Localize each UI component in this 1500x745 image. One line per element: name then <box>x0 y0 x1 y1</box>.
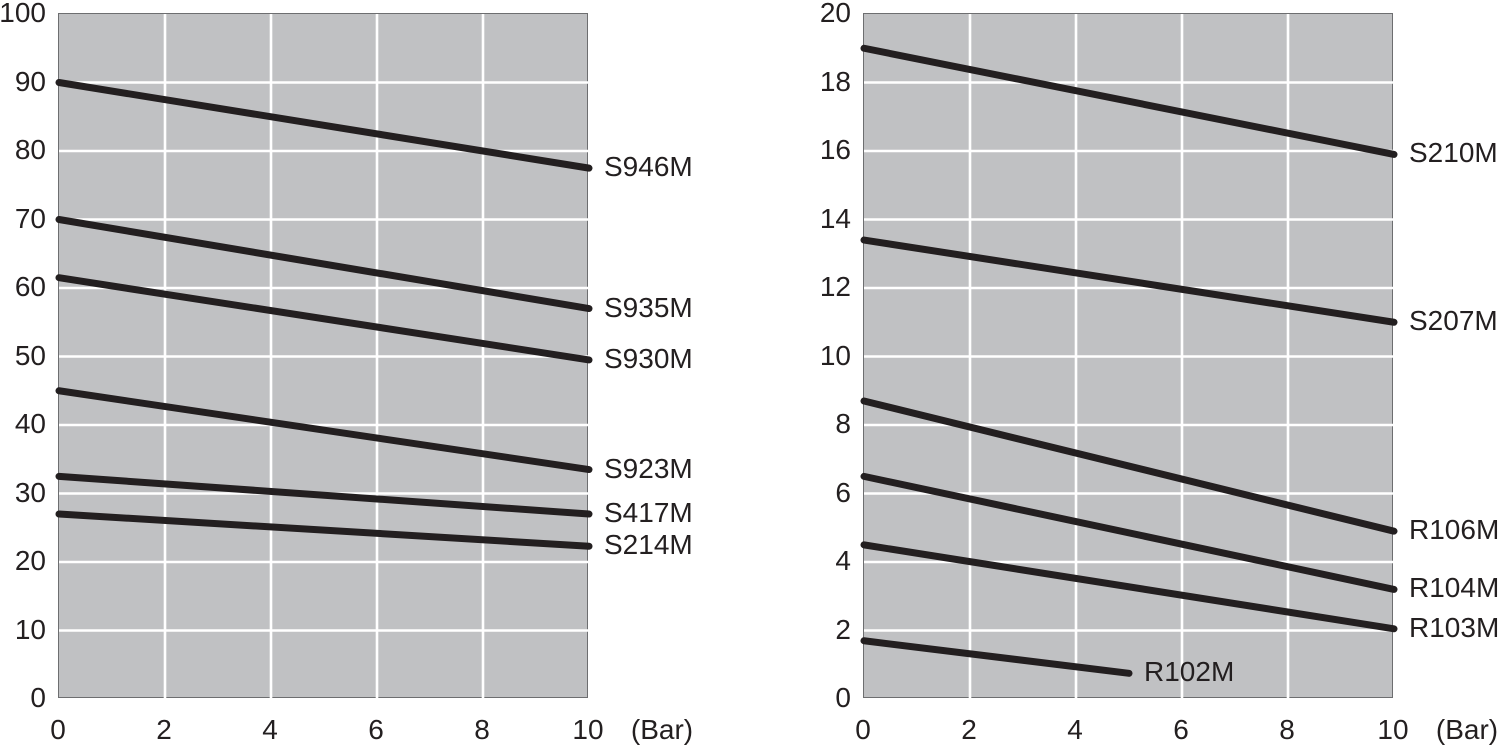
series-line-R104M <box>860 472 1398 593</box>
y-tick-label: 100 <box>0 0 46 28</box>
y-tick-label: 60 <box>14 271 46 302</box>
y-tick-label: 30 <box>14 476 46 508</box>
series-line-R106M <box>860 397 1398 535</box>
series-line-S930M <box>55 274 593 364</box>
chart-svg <box>860 14 1398 699</box>
x-tick-label: 2 <box>961 714 977 745</box>
x-tick-label: 0 <box>50 714 66 745</box>
x-tick-label: 2 <box>156 714 172 745</box>
series-line-S207M <box>860 236 1398 326</box>
series-label-S417M: S417M <box>604 497 693 529</box>
series-label-S207M: S207M <box>1409 305 1498 337</box>
y-tick-label: 16 <box>819 134 851 165</box>
y-tick-label: 2 <box>835 613 851 645</box>
y-tick-label: 10 <box>819 339 851 371</box>
series-line-R103M <box>860 541 1398 633</box>
series-label-S923M: S923M <box>604 452 693 484</box>
y-tick-label: 20 <box>14 545 46 576</box>
series-label-R106M: R106M <box>1409 514 1500 546</box>
series-label-R103M: R103M <box>1409 611 1500 643</box>
chart-svg <box>55 14 593 699</box>
series-line-S946M <box>55 79 593 172</box>
series-line-S935M <box>55 216 593 313</box>
y-tick-label: 14 <box>819 202 851 234</box>
series-label-S935M: S935M <box>604 291 693 323</box>
y-tick-label: 18 <box>819 65 851 97</box>
y-tick-label: 4 <box>835 545 851 576</box>
series-line-S417M <box>55 472 593 518</box>
x-tick-label: 0 <box>855 714 871 745</box>
x-tick-label: 4 <box>262 714 278 745</box>
y-tick-label: 0 <box>835 682 851 713</box>
y-tick-label: 80 <box>14 134 46 165</box>
y-tick-label: 20 <box>819 0 851 28</box>
y-tick-label: 90 <box>14 65 46 97</box>
series-label-R104M: R104M <box>1409 572 1500 604</box>
y-tick-label: 0 <box>30 682 46 713</box>
series-label-S214M: S214M <box>604 529 693 561</box>
series-line-S923M <box>55 387 593 474</box>
x-tick-label: 4 <box>1067 714 1083 745</box>
y-tick-label: 70 <box>14 202 46 234</box>
x-tick-label: 10 <box>1377 714 1409 745</box>
x-axis-unit-label: (Bar) <box>630 714 694 745</box>
y-tick-label: 12 <box>819 271 851 302</box>
y-tick-label: 10 <box>14 613 46 645</box>
x-axis-unit-label: (Bar) <box>1435 714 1499 745</box>
series-label-S946M: S946M <box>604 151 693 183</box>
series-label-R102M: R102M <box>1144 656 1235 688</box>
x-tick-label: 8 <box>1279 714 1295 745</box>
x-tick-label: 6 <box>1173 714 1189 745</box>
plot-area <box>55 13 593 699</box>
y-tick-label: 40 <box>14 408 46 439</box>
x-tick-label: 6 <box>368 714 384 745</box>
y-tick-label: 8 <box>835 408 851 439</box>
series-line-S214M <box>55 510 593 550</box>
series-label-S930M: S930M <box>604 342 693 374</box>
x-tick-label: 8 <box>474 714 490 745</box>
y-tick-label: 6 <box>835 476 851 508</box>
plot-area <box>860 13 1398 699</box>
y-tick-label: 50 <box>14 339 46 371</box>
x-tick-label: 10 <box>572 714 604 745</box>
series-line-S210M <box>860 44 1398 158</box>
series-line-R102M <box>860 637 1133 677</box>
series-label-S210M: S210M <box>1409 137 1498 169</box>
